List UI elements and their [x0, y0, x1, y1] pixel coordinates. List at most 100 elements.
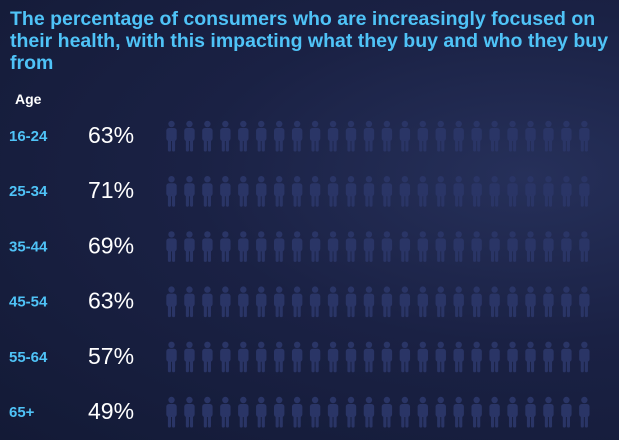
person-icon: [274, 341, 285, 373]
person-icon: [202, 120, 213, 152]
person-icon: [525, 231, 536, 262]
person-icon: [399, 341, 411, 373]
person-icon: [238, 176, 249, 207]
person-icon: [471, 286, 482, 318]
person-icon: [345, 341, 357, 373]
person-icon: [399, 120, 411, 152]
person-icon: [291, 396, 303, 428]
person-icon: [291, 176, 303, 207]
person-icon: [489, 396, 500, 428]
person-icon: [381, 231, 393, 262]
person-icon: [471, 396, 482, 428]
person-icon: [561, 286, 572, 318]
person-icon: [453, 341, 464, 373]
person-icon: [579, 176, 590, 207]
person-icon: [543, 120, 554, 152]
person-icon: [291, 286, 303, 318]
person-icon: [381, 176, 393, 207]
person-icon: [489, 176, 500, 207]
person-icon: [453, 286, 464, 318]
person-icon: [381, 341, 393, 373]
person-icon: [327, 286, 339, 318]
person-icon: [579, 341, 590, 373]
person-icon: [220, 341, 231, 373]
person-icon: [453, 176, 464, 207]
value-label: 71%: [88, 177, 134, 203]
person-icon: [489, 341, 500, 373]
category-label: 65+: [9, 404, 35, 421]
person-icon: [327, 231, 339, 262]
value-label: 63%: [88, 122, 134, 148]
chart-row-55-64: 55-64 57%: [9, 341, 590, 373]
person-icon: [256, 286, 267, 318]
person-icon: [417, 231, 428, 262]
person-icon: [256, 120, 267, 152]
person-icon: [543, 286, 554, 318]
person-icon: [363, 120, 375, 152]
person-icon: [238, 231, 249, 262]
person-icon: [561, 231, 572, 262]
person-icon: [363, 396, 375, 428]
person-icon: [291, 120, 303, 152]
person-icon: [309, 120, 321, 152]
person-icon: [256, 341, 267, 373]
person-icon: [166, 231, 177, 262]
person-icon: [435, 341, 446, 373]
person-icon: [220, 120, 231, 152]
person-icon: [489, 120, 500, 152]
person-icon: [291, 231, 303, 262]
person-icon: [345, 396, 357, 428]
person-icon: [363, 341, 375, 373]
person-icon: [327, 176, 339, 207]
person-icon: [256, 231, 267, 262]
person-icon: [543, 176, 554, 207]
person-icon: [238, 341, 249, 373]
person-icon: [435, 396, 446, 428]
person-icon: [309, 341, 321, 373]
person-icon: [507, 231, 518, 262]
value-label: 49%: [88, 398, 134, 424]
chart-title: The percentage of consumers who are incr…: [10, 8, 609, 74]
category-label: 16-24: [9, 128, 48, 145]
person-icon: [399, 231, 411, 262]
person-icon: [363, 231, 375, 262]
person-icon: [417, 396, 428, 428]
person-icon: [543, 231, 554, 262]
person-icon: [471, 231, 482, 262]
person-icon: [166, 176, 177, 207]
category-label: 55-64: [9, 349, 48, 366]
person-icon: [507, 341, 518, 373]
person-icon: [184, 396, 195, 428]
person-icon: [381, 120, 393, 152]
person-icon: [471, 341, 482, 373]
person-icon: [399, 286, 411, 318]
person-icon: [274, 176, 285, 207]
person-icon: [525, 176, 536, 207]
person-icon: [220, 286, 231, 318]
person-icon: [561, 341, 572, 373]
category-label: 35-44: [9, 238, 48, 255]
person-icon: [220, 231, 231, 262]
person-icon: [471, 120, 482, 152]
person-icon: [525, 396, 536, 428]
category-label: 25-34: [9, 183, 48, 200]
person-icon: [363, 286, 375, 318]
person-icon: [543, 396, 554, 428]
chart-row-65+: 65+ 49%: [9, 396, 590, 428]
person-icon: [579, 286, 590, 318]
person-icon: [507, 396, 518, 428]
person-icon: [417, 120, 428, 152]
person-icon: [471, 176, 482, 207]
person-icon: [202, 286, 213, 318]
person-icon: [579, 396, 590, 428]
chart-row-45-54: 45-54 63%: [9, 286, 590, 318]
person-icon: [184, 286, 195, 318]
person-icon: [525, 341, 536, 373]
person-icon: [561, 176, 572, 207]
value-label: 63%: [88, 288, 134, 314]
person-icon: [166, 341, 177, 373]
person-icon: [309, 396, 321, 428]
person-icon: [274, 231, 285, 262]
person-icon: [435, 176, 446, 207]
person-icon: [561, 120, 572, 152]
